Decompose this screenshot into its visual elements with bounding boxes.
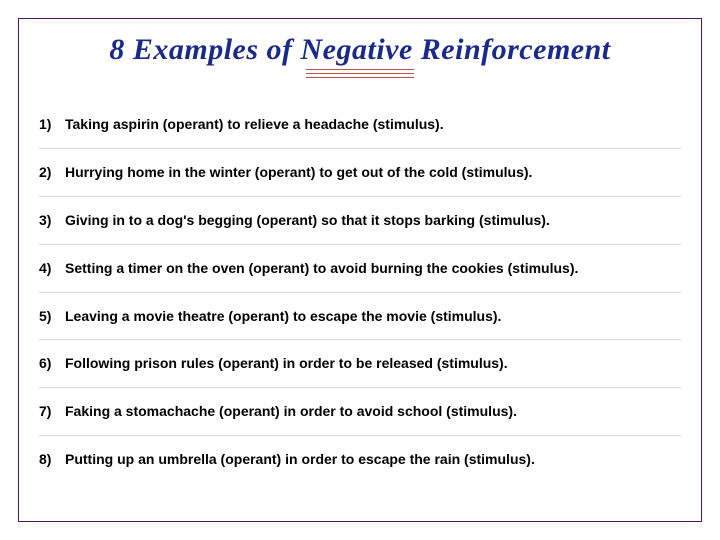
list-item: 2) Hurrying home in the winter (operant)… <box>39 149 681 197</box>
item-text: Following prison rules (operant) in orde… <box>65 354 681 373</box>
list-item: 1) Taking aspirin (operant) to relieve a… <box>39 101 681 149</box>
list-item: 5) Leaving a movie theatre (operant) to … <box>39 293 681 341</box>
list-item: 8) Putting up an umbrella (operant) in o… <box>39 436 681 483</box>
item-number: 5) <box>39 307 65 326</box>
list-item: 7) Faking a stomachache (operant) in ord… <box>39 388 681 436</box>
list-item: 6) Following prison rules (operant) in o… <box>39 340 681 388</box>
title-container: 8 Examples of Negative Reinforcement <box>19 33 701 78</box>
item-text: Setting a timer on the oven (operant) to… <box>65 259 681 278</box>
item-number: 3) <box>39 211 65 230</box>
item-text: Faking a stomachache (operant) in order … <box>65 402 681 421</box>
item-text: Putting up an umbrella (operant) in orde… <box>65 450 681 469</box>
item-text: Hurrying home in the winter (operant) to… <box>65 163 681 182</box>
list-item: 4) Setting a timer on the oven (operant)… <box>39 245 681 293</box>
item-text: Taking aspirin (operant) to relieve a he… <box>65 115 681 134</box>
item-number: 1) <box>39 115 65 134</box>
examples-list: 1) Taking aspirin (operant) to relieve a… <box>19 81 701 483</box>
item-number: 8) <box>39 450 65 469</box>
title-underline <box>306 69 414 78</box>
item-number: 7) <box>39 402 65 421</box>
item-number: 6) <box>39 354 65 373</box>
item-number: 2) <box>39 163 65 182</box>
slide-frame: 8 Examples of Negative Reinforcement 1) … <box>18 18 702 522</box>
item-text: Giving in to a dog's begging (operant) s… <box>65 211 681 230</box>
list-item: 3) Giving in to a dog's begging (operant… <box>39 197 681 245</box>
slide-title: 8 Examples of Negative Reinforcement <box>109 33 610 67</box>
item-number: 4) <box>39 259 65 278</box>
item-text: Leaving a movie theatre (operant) to esc… <box>65 307 681 326</box>
